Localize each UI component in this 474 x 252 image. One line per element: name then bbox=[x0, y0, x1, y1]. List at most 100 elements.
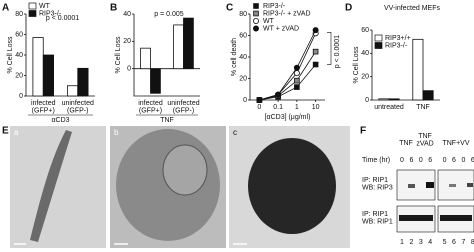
bar bbox=[378, 98, 390, 101]
marker bbox=[252, 25, 259, 32]
time-value: 6 bbox=[428, 157, 432, 164]
row-label: IP: RIP1 WB: RIP3 bbox=[362, 177, 393, 192]
time-value: 0 bbox=[419, 157, 423, 164]
line bbox=[259, 33, 316, 101]
lane-number: 5 bbox=[443, 239, 447, 246]
group-label: TNF bbox=[399, 140, 413, 147]
panel-letter: D bbox=[345, 3, 352, 14]
bar bbox=[77, 67, 89, 97]
y-tick-label: 20 bbox=[15, 72, 23, 79]
x-tick-label: 0.1 bbox=[273, 104, 283, 111]
time-value: 0 bbox=[461, 157, 465, 164]
legend-label: RIP3+/+ bbox=[385, 35, 411, 42]
marker bbox=[294, 84, 300, 90]
annotation: p < 0.0001 bbox=[334, 35, 341, 68]
legend-swatch bbox=[28, 10, 37, 17]
marker bbox=[256, 97, 263, 104]
image-label: a bbox=[14, 128, 19, 137]
bracket bbox=[327, 31, 332, 65]
blots bbox=[396, 169, 474, 233]
x-tick-label: 10 bbox=[312, 104, 320, 111]
marker bbox=[293, 70, 300, 77]
legend-label: WT bbox=[39, 3, 51, 10]
bar bbox=[42, 54, 55, 97]
bar bbox=[183, 17, 194, 70]
y-tick-label: 60 bbox=[361, 27, 369, 34]
y-tick-label: 20 bbox=[239, 75, 247, 82]
time-value: 6 bbox=[452, 157, 456, 164]
time-value: 6 bbox=[409, 157, 413, 164]
y-axis-label: % Cell Loss bbox=[353, 46, 360, 83]
panel-letter: A bbox=[2, 3, 9, 14]
marker bbox=[312, 61, 319, 68]
x-axis-label: [αCD3] (μg/ml) bbox=[265, 114, 311, 121]
chart-title: VV-infected MEFs bbox=[384, 5, 441, 12]
image-a bbox=[10, 126, 106, 248]
y-tick-label: 0 bbox=[127, 66, 131, 73]
line bbox=[259, 29, 316, 101]
legend-swatch bbox=[374, 34, 383, 42]
legend-label: RIP3-/- + zVAD bbox=[263, 10, 311, 17]
marker bbox=[252, 17, 259, 24]
marker bbox=[294, 77, 300, 84]
legend-swatch bbox=[374, 42, 383, 49]
time-value: 0 bbox=[443, 157, 447, 164]
y-tick-label: 40 bbox=[123, 11, 131, 18]
legend-label: RIP3-/- bbox=[39, 10, 62, 17]
group-label: TNF zVAD bbox=[416, 133, 433, 148]
time-label: Time (hr) bbox=[362, 157, 390, 164]
legend-label: RIP3-/- bbox=[385, 42, 408, 49]
x-tick-label: uninfected (GFP-) bbox=[62, 100, 94, 115]
marker bbox=[253, 10, 259, 17]
y-tick-label: 60 bbox=[239, 32, 247, 39]
x-tick-label: 1 bbox=[295, 104, 299, 111]
legend-label: WT bbox=[263, 18, 275, 25]
image-label: b bbox=[114, 128, 119, 137]
panel-letter: F bbox=[360, 126, 366, 137]
lane-number: 4 bbox=[428, 239, 432, 246]
line bbox=[259, 64, 316, 101]
y-axis-label: % Cell Loss bbox=[115, 36, 122, 73]
marker bbox=[312, 48, 319, 55]
panel-letter: C bbox=[226, 3, 233, 14]
legend-swatch bbox=[28, 2, 37, 10]
image-label: c bbox=[233, 128, 237, 137]
y-tick-label: 60 bbox=[15, 31, 23, 38]
cell bbox=[30, 130, 72, 242]
x-axis-label: αCD3 bbox=[51, 117, 69, 124]
y-tick-label: 80 bbox=[239, 11, 247, 18]
lane-number: 1 bbox=[400, 239, 404, 246]
line bbox=[259, 51, 316, 101]
band bbox=[467, 183, 473, 187]
x-axis-label: TNF bbox=[160, 117, 174, 124]
legend-label: RIP3-/- bbox=[263, 3, 286, 10]
micrographs: a b c bbox=[10, 126, 350, 248]
y-tick-label: 0 bbox=[243, 97, 247, 104]
bar bbox=[173, 24, 184, 70]
lane-number: 7 bbox=[461, 239, 465, 246]
bar bbox=[422, 90, 434, 101]
bar bbox=[32, 37, 44, 97]
bar bbox=[388, 98, 400, 101]
lane-number: 6 bbox=[452, 239, 456, 246]
band bbox=[399, 215, 433, 221]
legend-label: WT + zVAD bbox=[263, 25, 299, 32]
bar bbox=[150, 68, 161, 94]
bar bbox=[140, 47, 151, 70]
bar bbox=[412, 38, 424, 101]
marker bbox=[253, 3, 259, 9]
row-label: IP: RIP1 WB: RIP1 bbox=[362, 211, 393, 226]
lane-number: 8 bbox=[471, 239, 474, 246]
band bbox=[426, 182, 434, 188]
bar bbox=[67, 85, 79, 97]
y-tick-label: 0 bbox=[365, 97, 369, 104]
x-tick-label: infected (GFP+) bbox=[138, 100, 163, 115]
x-tick-label: infected (GFP+) bbox=[31, 100, 56, 115]
band bbox=[408, 184, 415, 188]
group-label: TNF+VV bbox=[442, 140, 469, 147]
y-tick-label: 20 bbox=[123, 38, 131, 45]
y-tick-label: 40 bbox=[239, 54, 247, 61]
y-tick-label: 0 bbox=[19, 93, 23, 100]
time-value: 0 bbox=[400, 157, 404, 164]
